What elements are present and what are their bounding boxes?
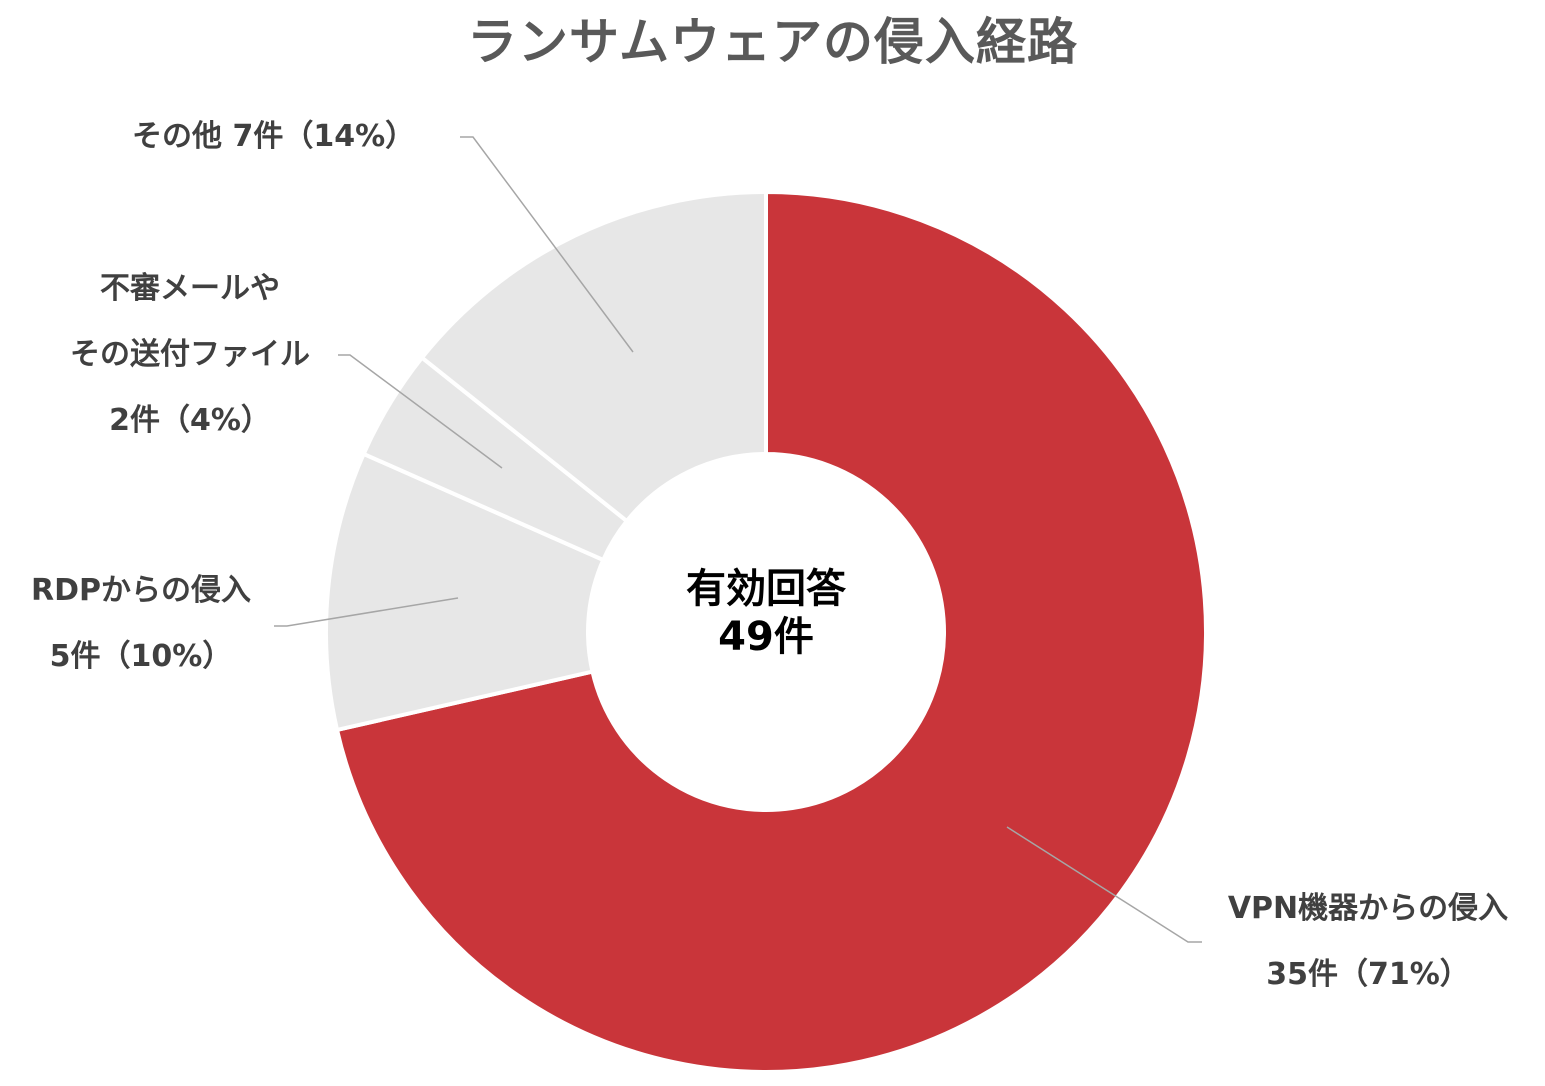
- center-label-line1: 有効回答: [686, 566, 846, 612]
- center-label: 有効回答 49件: [586, 565, 946, 661]
- label-vpn: VPN機器からの侵入 35件（71%）: [1200, 876, 1536, 1008]
- leader-line-vpn: [1006, 826, 1202, 943]
- label-mail-line2: その送付ファイル: [70, 337, 310, 372]
- label-other-text: その他 7件（14%）: [132, 119, 416, 154]
- label-mail-value: 2件（4%）: [109, 403, 271, 438]
- leader-line-other: [460, 136, 634, 353]
- label-vpn-value: 35件（71%）: [1266, 957, 1470, 992]
- donut-hole: [588, 454, 944, 810]
- label-mail: 不審メールや その送付ファイル 2件（4%）: [40, 256, 340, 454]
- label-rdp: RDPからの侵入 5件（10%）: [10, 558, 272, 690]
- label-rdp-value: 5件（10%）: [49, 639, 233, 674]
- label-rdp-name: RDPからの侵入: [31, 573, 251, 608]
- leader-line-mail: [338, 354, 503, 469]
- label-vpn-name: VPN機器からの侵入: [1227, 891, 1509, 926]
- leader-line-rdp: [274, 597, 459, 627]
- label-other: その他 7件（14%）: [132, 104, 415, 170]
- label-mail-line1: 不審メールや: [100, 271, 280, 306]
- center-label-line2: 49件: [718, 614, 814, 660]
- chart-title: ランサムウェアの侵入経路: [467, 13, 1078, 71]
